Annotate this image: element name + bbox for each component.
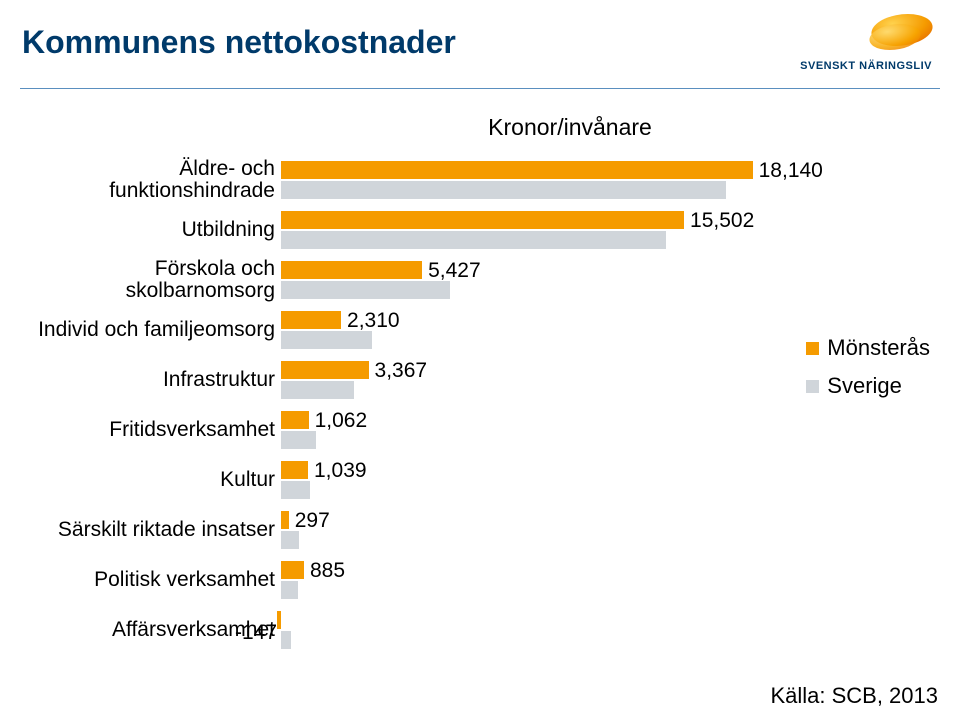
category-label: Fritidsverksamhet bbox=[20, 419, 281, 441]
chart-subtitle: Kronor/invånare bbox=[280, 114, 860, 141]
logo-swoosh-icon bbox=[860, 14, 932, 54]
bar-group: 885 bbox=[281, 555, 801, 605]
logo: SVENSKT NÄRINGSLIV bbox=[800, 14, 932, 74]
value-label: 1,039 bbox=[314, 459, 367, 483]
category-label: Förskola och skolbarnomsorg bbox=[20, 258, 281, 302]
chart-row: Förskola och skolbarnomsorg 5,427 bbox=[20, 255, 940, 305]
legend-swatch-secondary bbox=[806, 380, 819, 393]
bar-primary bbox=[281, 461, 308, 479]
category-label: Infrastruktur bbox=[20, 369, 281, 391]
value-label: 297 bbox=[295, 509, 330, 533]
category-label: Äldre- och funktionshindrade bbox=[20, 158, 281, 202]
value-label: 1,062 bbox=[315, 409, 368, 433]
value-label: 5,427 bbox=[428, 259, 481, 283]
bar-group: 2,310 bbox=[281, 305, 801, 355]
legend-swatch-primary bbox=[806, 342, 819, 355]
value-label: 18,140 bbox=[759, 159, 823, 183]
source-text: Källa: SCB, 2013 bbox=[770, 683, 938, 709]
bar-secondary bbox=[281, 231, 666, 249]
chart-row: Affärsverksamhet-147 bbox=[20, 605, 940, 655]
bar-primary bbox=[281, 361, 369, 379]
bar-primary bbox=[281, 161, 753, 179]
value-label: 2,310 bbox=[347, 309, 400, 333]
legend-label-secondary: Sverige bbox=[827, 373, 902, 399]
chart-row: Utbildning 15,502 bbox=[20, 205, 940, 255]
chart-row: Kultur 1,039 bbox=[20, 455, 940, 505]
header-divider bbox=[20, 88, 940, 89]
chart-row: Politisk verksamhet 885 bbox=[20, 555, 940, 605]
bar-primary bbox=[281, 311, 341, 329]
bar-group: 1,062 bbox=[281, 405, 801, 455]
page-title: Kommunens nettokostnader bbox=[22, 24, 456, 61]
bar-group: 5,427 bbox=[281, 255, 801, 305]
bar-secondary bbox=[281, 431, 316, 449]
chart-row: Individ och familjeomsorg 2,310 bbox=[20, 305, 940, 355]
value-label: -147 bbox=[235, 621, 277, 645]
bar-primary bbox=[281, 261, 422, 279]
bar-group: 297 bbox=[281, 505, 801, 555]
bar-secondary bbox=[281, 181, 726, 199]
legend-item-primary: Mönsterås bbox=[806, 335, 930, 361]
category-label: Politisk verksamhet bbox=[20, 569, 281, 591]
category-label: Individ och familjeomsorg bbox=[20, 319, 281, 341]
category-label: Särskilt riktade insatser bbox=[20, 519, 281, 541]
bar-group: -147 bbox=[281, 605, 801, 655]
bar-primary bbox=[277, 611, 281, 629]
value-label: 885 bbox=[310, 559, 345, 583]
chart-row: Infrastruktur 3,367 bbox=[20, 355, 940, 405]
legend-item-secondary: Sverige bbox=[806, 373, 930, 399]
bar-secondary bbox=[281, 581, 298, 599]
bar-secondary bbox=[281, 381, 354, 399]
bar-primary bbox=[281, 211, 684, 229]
chart-row: Fritidsverksamhet 1,062 bbox=[20, 405, 940, 455]
chart-rows: Äldre- och funktionshindrade18,140Utbild… bbox=[20, 155, 940, 655]
bar-secondary bbox=[281, 331, 372, 349]
chart: Kronor/invånare Äldre- och funktionshind… bbox=[20, 110, 940, 680]
bar-group: 18,140 bbox=[281, 155, 801, 205]
bar-secondary bbox=[281, 531, 299, 549]
bar-group: 15,502 bbox=[281, 205, 801, 255]
bar-group: 1,039 bbox=[281, 455, 801, 505]
bar-primary bbox=[281, 511, 289, 529]
legend: Mönsterås Sverige bbox=[806, 335, 930, 411]
value-label: 15,502 bbox=[690, 209, 754, 233]
bar-secondary bbox=[281, 281, 450, 299]
category-label: Utbildning bbox=[20, 219, 281, 241]
chart-row: Äldre- och funktionshindrade18,140 bbox=[20, 155, 940, 205]
logo-text: SVENSKT NÄRINGSLIV bbox=[800, 60, 932, 72]
bar-group: 3,367 bbox=[281, 355, 801, 405]
bar-primary bbox=[281, 411, 309, 429]
legend-label-primary: Mönsterås bbox=[827, 335, 930, 361]
bar-primary bbox=[281, 561, 304, 579]
chart-row: Särskilt riktade insatser 297 bbox=[20, 505, 940, 555]
category-label: Kultur bbox=[20, 469, 281, 491]
value-label: 3,367 bbox=[375, 359, 428, 383]
bar-secondary bbox=[281, 631, 291, 649]
bar-secondary bbox=[281, 481, 310, 499]
